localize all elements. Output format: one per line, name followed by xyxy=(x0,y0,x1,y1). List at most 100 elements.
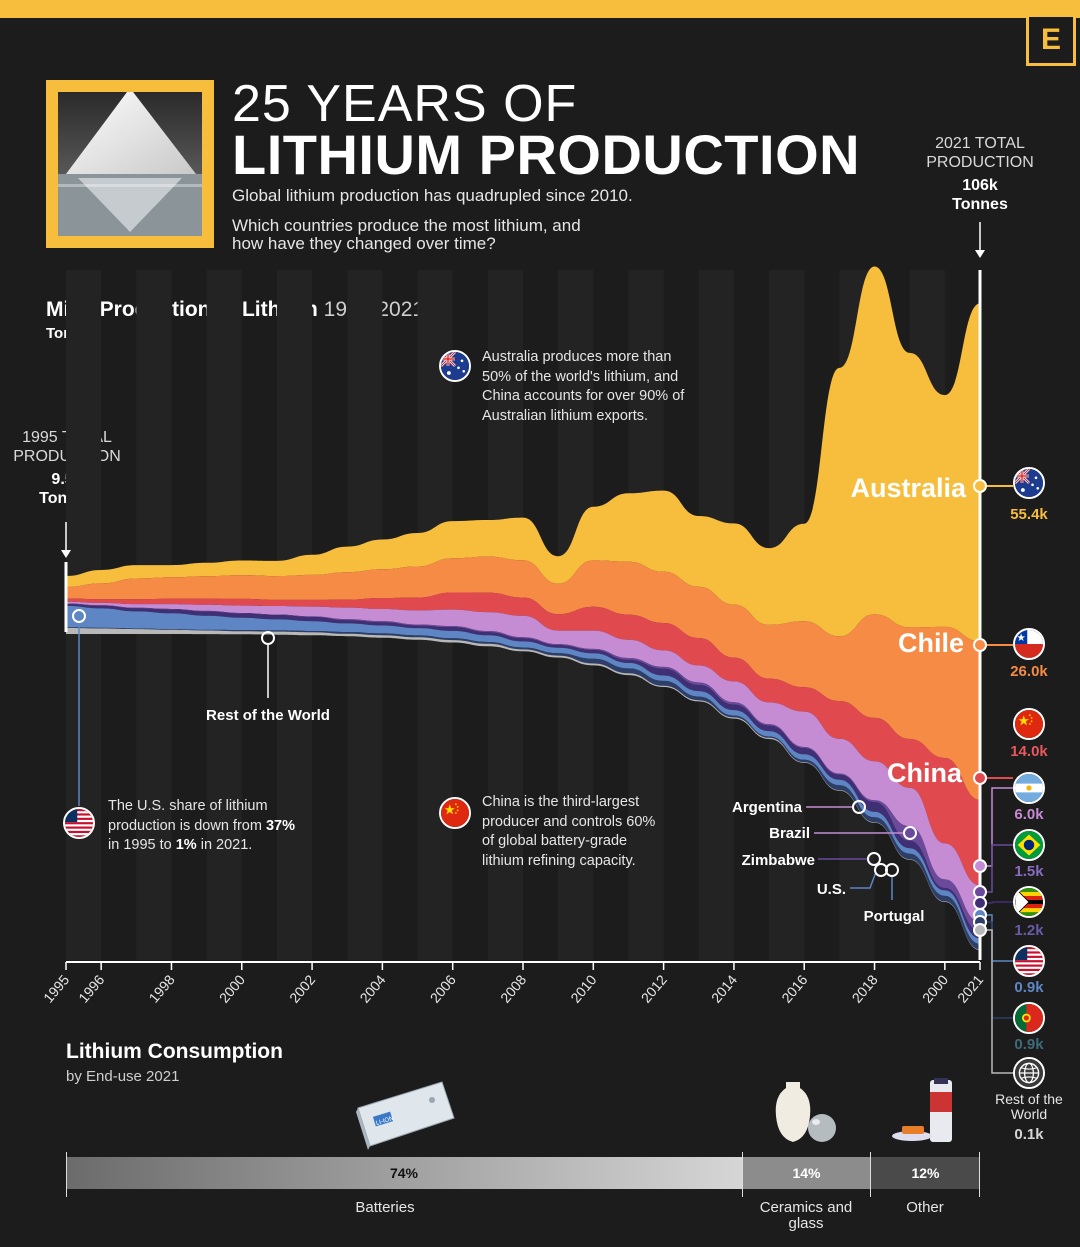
zimbabwe-end-value: 1.2k xyxy=(1014,922,1044,939)
batteries-label: Batteries xyxy=(355,1199,415,1216)
argentina-end-dot xyxy=(973,859,987,873)
total-1995-arrowhead xyxy=(61,550,71,558)
x-tick-label: 2000 xyxy=(919,971,951,1005)
us-note-mid: in 1995 to xyxy=(108,837,176,853)
australia-legend-flag-icon xyxy=(1013,467,1045,499)
argentina-callout-dot xyxy=(852,800,866,814)
x-tick-label: 2010 xyxy=(567,971,599,1005)
rest-of-the-world-callout-label: Rest of the World xyxy=(206,707,330,724)
australia-end-dot xyxy=(973,479,987,493)
rest-of-the-world-end-dot xyxy=(973,923,987,937)
ceramic-vase-icon xyxy=(775,1082,836,1142)
china-end-value: 14.0k xyxy=(1010,743,1048,760)
portugal-end-value: 0.9k xyxy=(1014,1036,1044,1053)
zimbabwe-end-dot xyxy=(973,896,987,910)
brazil-legend-flag-icon xyxy=(1013,829,1045,861)
x-tick-label: 2004 xyxy=(356,971,388,1005)
other-label: Other xyxy=(906,1199,944,1216)
total-2021-value: 106k xyxy=(962,177,998,194)
zimbabwe-callout-dot xyxy=(867,852,881,866)
us-note-prefix: The U.S. share of lithium production is … xyxy=(108,798,268,834)
australia-chart-label: Australia xyxy=(850,473,967,503)
portugal-callout-dot xyxy=(885,863,899,877)
battery-icon: LI-ION xyxy=(356,1081,455,1150)
total-2021-unit: Tonnes xyxy=(952,196,1008,213)
page-title-line2: LITHIUM PRODUCTION xyxy=(232,123,861,186)
x-tick-label: 2021 xyxy=(954,971,986,1005)
x-tick-label: 2014 xyxy=(708,971,740,1005)
zimbabwe-legend-flag-icon xyxy=(1013,886,1045,918)
salt-pile-image xyxy=(58,92,202,236)
chile-area xyxy=(66,556,980,800)
x-tick-label: 1995 xyxy=(40,971,72,1005)
us-note-from: 37% xyxy=(265,817,295,834)
consumption-tick-2 xyxy=(870,1152,871,1197)
x-tick-label: 1996 xyxy=(75,971,107,1005)
u-s-callout-line xyxy=(850,871,877,889)
rest-of-the-world-callout-dot xyxy=(261,631,275,645)
ceramics-bar: 14% xyxy=(742,1157,870,1189)
brazil-end-value: 1.5k xyxy=(1014,863,1044,880)
x-tick-label: 2018 xyxy=(849,971,881,1005)
x-tick-label: 2008 xyxy=(497,971,529,1005)
top-accent-bar xyxy=(0,0,1080,18)
china-end-dot xyxy=(973,771,987,785)
consumption-tick-1 xyxy=(742,1152,743,1197)
australia-end-value: 55.4k xyxy=(1010,506,1048,523)
other-bar: 12% xyxy=(870,1157,980,1189)
argentina-end-value: 6.0k xyxy=(1014,806,1044,823)
rest-of-world-legend-label: Rest of the World xyxy=(995,1091,1063,1122)
australia-note: Australia produces more than 50% of the … xyxy=(482,349,685,424)
us-flag-icon xyxy=(63,807,95,839)
us-note-to: 1% xyxy=(175,837,197,853)
us-note-suffix: in 2021. xyxy=(196,837,253,853)
argentina-legend-flag-icon xyxy=(1013,772,1045,804)
chile-end-dot xyxy=(973,638,987,652)
total-2021-arrowhead xyxy=(975,250,985,258)
page-title-line1: 25 YEARS OF xyxy=(232,75,578,133)
australia-flag-icon xyxy=(439,350,471,382)
globe-icon xyxy=(1013,1057,1045,1089)
consumption-tick-start xyxy=(66,1152,67,1197)
portugal-callout-label: Portugal xyxy=(864,908,925,925)
x-tick-label: 2016 xyxy=(778,971,810,1005)
consumption-tick-end xyxy=(979,1152,980,1197)
us-end-value: 0.9k xyxy=(1014,979,1044,996)
salt-pile-photo xyxy=(46,80,214,248)
china-chart-label: China xyxy=(887,758,963,788)
batteries-bar: 74% xyxy=(66,1157,742,1189)
x-tick-label: 2000 xyxy=(216,971,248,1005)
consumption-subtitle: by End-use 2021 xyxy=(66,1068,180,1085)
total-2021-callout: 2021 TOTAL PRODUCTION 106k Tonnes xyxy=(912,134,1048,214)
brand-logo[interactable]: E xyxy=(1026,14,1076,66)
x-tick-label: 2002 xyxy=(286,971,318,1005)
consumption-title: Lithium Consumption xyxy=(66,1040,283,1063)
chile-chart-label: Chile xyxy=(898,628,964,658)
rest-of-world-end-value: 0.1k xyxy=(1014,1126,1044,1143)
china-flag-icon xyxy=(439,797,471,829)
total-2021-label: 2021 TOTAL PRODUCTION xyxy=(926,135,1034,171)
australia-area xyxy=(66,266,980,642)
x-tick-label: 2006 xyxy=(427,971,459,1005)
u-s-callout-label: U.S. xyxy=(817,881,846,898)
chart-title-bold: Mine Production of Lithium xyxy=(46,298,318,321)
chile-legend-flag-icon xyxy=(1013,628,1045,660)
brazil-callout-label: Brazil xyxy=(769,825,810,842)
x-tick-label: 1998 xyxy=(145,971,177,1005)
us-legend-flag-icon xyxy=(1013,945,1045,977)
brazil-callout-dot xyxy=(903,826,917,840)
us-note-dot xyxy=(72,609,86,623)
china-legend-flag-icon xyxy=(1013,708,1045,740)
portugal-legend-flag-icon xyxy=(1013,1002,1045,1034)
us-note: The U.S. share of lithium production is … xyxy=(108,797,308,856)
argentina-callout-label: Argentina xyxy=(732,799,803,816)
chile-end-value: 26.0k xyxy=(1010,663,1048,680)
china-note: China is the third-largest producer and … xyxy=(482,794,656,869)
ceramics-label: Ceramics and glass xyxy=(759,1199,853,1232)
page-question: Which countries produce the most lithium… xyxy=(232,216,581,253)
x-tick-label: 2012 xyxy=(638,971,670,1005)
zimbabwe-callout-label: Zimbabwe xyxy=(742,852,815,869)
page-subtitle: Global lithium production has quadrupled… xyxy=(232,186,633,205)
other-products-icon xyxy=(892,1078,952,1142)
